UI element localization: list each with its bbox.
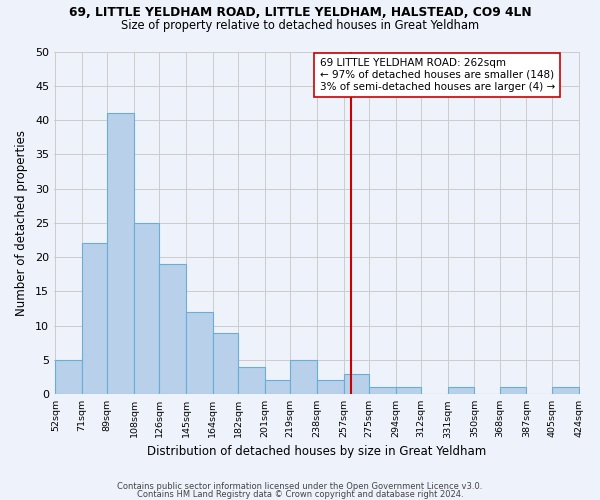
- Bar: [213, 332, 238, 394]
- Bar: [160, 264, 186, 394]
- Text: Contains public sector information licensed under the Open Government Licence v3: Contains public sector information licen…: [118, 482, 482, 491]
- Bar: [552, 388, 578, 394]
- Bar: [500, 388, 526, 394]
- Bar: [290, 360, 317, 394]
- Bar: [265, 380, 290, 394]
- Bar: [55, 360, 82, 394]
- Text: Contains HM Land Registry data © Crown copyright and database right 2024.: Contains HM Land Registry data © Crown c…: [137, 490, 463, 499]
- Text: 69, LITTLE YELDHAM ROAD, LITTLE YELDHAM, HALSTEAD, CO9 4LN: 69, LITTLE YELDHAM ROAD, LITTLE YELDHAM,…: [68, 6, 532, 20]
- Bar: [395, 388, 421, 394]
- Y-axis label: Number of detached properties: Number of detached properties: [15, 130, 28, 316]
- Bar: [369, 388, 395, 394]
- Bar: [186, 312, 213, 394]
- Bar: [82, 244, 107, 394]
- Text: 69 LITTLE YELDHAM ROAD: 262sqm
← 97% of detached houses are smaller (148)
3% of : 69 LITTLE YELDHAM ROAD: 262sqm ← 97% of …: [320, 58, 555, 92]
- Bar: [107, 113, 134, 394]
- Bar: [448, 388, 475, 394]
- Bar: [134, 223, 160, 394]
- X-axis label: Distribution of detached houses by size in Great Yeldham: Distribution of detached houses by size …: [148, 444, 487, 458]
- Bar: [344, 374, 369, 394]
- Bar: [317, 380, 344, 394]
- Bar: [238, 367, 265, 394]
- Text: Size of property relative to detached houses in Great Yeldham: Size of property relative to detached ho…: [121, 18, 479, 32]
